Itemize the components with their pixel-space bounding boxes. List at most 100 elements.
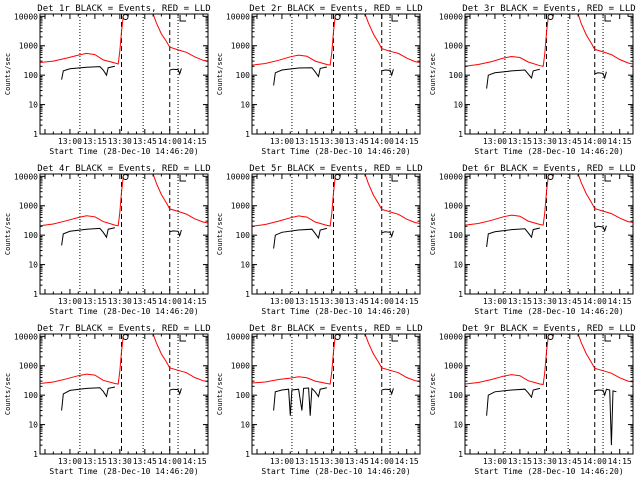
x-tick-label: 14:00 (583, 137, 607, 146)
y-tick-label: 100 (24, 391, 39, 400)
y-axis-label: Counts/sec (4, 53, 12, 95)
y-tick-label: 100 (449, 391, 464, 400)
x-axis-label: Start Time (28-Dec-10 14:46:20) (261, 147, 410, 156)
y-tick-label: 1 (33, 130, 38, 139)
x-tick-label: 13:45 (133, 137, 157, 146)
x-tick-label: 13:45 (558, 457, 582, 466)
y-tick-label: 1000 (231, 362, 250, 371)
bracket-marker-icon (391, 335, 399, 342)
series-line-events (61, 65, 116, 80)
x-tick-label: 13:15 (508, 297, 532, 306)
axes-frame (251, 13, 421, 135)
x-tick-label: 13:00 (483, 297, 507, 306)
x-axis-label: Start Time (28-Dec-10 14:46:20) (49, 467, 198, 476)
flare-marker-icon (122, 174, 129, 180)
bracket-marker-icon (179, 175, 187, 182)
y-tick-label: 10 (240, 101, 250, 110)
x-tick-label: 14:00 (158, 297, 182, 306)
x-tick-label: 13:45 (345, 457, 369, 466)
y-tick-label: 1000 (444, 42, 463, 51)
x-tick-label: 13:45 (558, 297, 582, 306)
y-axis-label: Counts/sec (4, 213, 12, 255)
chart-title: Det 6r BLACK = Events, RED = LLD (462, 164, 635, 174)
x-tick-label: 13:30 (320, 457, 344, 466)
flare-marker-icon (334, 14, 341, 20)
x-tick-label: 14:15 (183, 457, 207, 466)
flare-marker-icon (122, 14, 129, 20)
y-tick-label: 1 (33, 290, 38, 299)
bracket-marker-icon (179, 335, 187, 342)
x-axis-label: Start Time (28-Dec-10 14:46:20) (261, 467, 410, 476)
series-line-events (381, 69, 394, 77)
series-line-lld (40, 174, 208, 227)
y-tick-label: 10 (240, 261, 250, 270)
y-tick-label: 1000 (444, 362, 463, 371)
y-tick-label: 100 (24, 231, 39, 240)
y-tick-label: 10000 (439, 332, 463, 341)
series-layer (252, 14, 420, 86)
chart-title: Det 5r BLACK = Events, RED = LLD (249, 164, 422, 174)
series-layer (252, 174, 420, 249)
series-line-events (169, 229, 182, 238)
chart-panel-4: Det 4r BLACK = Events, RED = LLD 1 10 100 10… (4, 164, 211, 316)
x-axis-label: Start Time (28-Dec-10 14:46:20) (474, 147, 623, 156)
series-line-events (594, 388, 617, 446)
chart-title: Det 9r BLACK = Events, RED = LLD (462, 324, 635, 334)
axes-frame (464, 13, 634, 135)
y-tick-label: 10 (453, 421, 463, 430)
flare-marker-icon (334, 174, 341, 180)
x-tick-label: 13:30 (533, 137, 557, 146)
x-tick-label: 13:30 (533, 297, 557, 306)
axes-frame (39, 173, 209, 295)
y-axis-label: Counts/sec (216, 53, 224, 95)
y-tick-label: 10000 (439, 12, 463, 21)
y-tick-label: 100 (236, 391, 251, 400)
x-tick-label: 13:00 (58, 297, 82, 306)
x-tick-label: 14:15 (183, 137, 207, 146)
y-tick-label: 1 (245, 130, 250, 139)
series-line-events (273, 387, 328, 416)
x-tick-label: 14:15 (395, 457, 419, 466)
axes-frame (464, 173, 634, 295)
x-tick-label: 13:30 (108, 137, 132, 146)
y-tick-label: 10 (453, 101, 463, 110)
chart-panel-9: Det 9r BLACK = Events, RED = LLD 1 10 100 10… (429, 324, 636, 476)
y-tick-label: 1 (458, 450, 463, 459)
axes-frame (251, 333, 421, 455)
y-axis-label: Counts/sec (429, 53, 437, 95)
y-tick-label: 10000 (226, 332, 250, 341)
series-line-events (594, 71, 607, 80)
axes-frame (39, 13, 209, 135)
series-layer (40, 174, 208, 246)
chart-panel-6: Det 6r BLACK = Events, RED = LLD 1 10 100 10… (429, 164, 636, 316)
x-axis-label: Start Time (28-Dec-10 14:46:20) (261, 307, 410, 316)
chart-title: Det 7r BLACK = Events, RED = LLD (37, 324, 210, 334)
flare-marker-icon (547, 14, 554, 20)
y-tick-label: 10 (453, 261, 463, 270)
flare-marker-icon (547, 174, 554, 180)
x-tick-label: 13:30 (108, 457, 132, 466)
x-tick-label: 14:15 (608, 137, 632, 146)
flare-marker-icon (334, 334, 341, 340)
flare-marker-icon (547, 334, 554, 340)
chart-title: Det 3r BLACK = Events, RED = LLD (462, 4, 635, 14)
x-tick-label: 13:00 (58, 457, 82, 466)
y-tick-label: 10000 (439, 172, 463, 181)
y-tick-label: 100 (449, 231, 464, 240)
x-tick-label: 13:00 (270, 137, 294, 146)
y-tick-label: 10000 (14, 332, 38, 341)
y-axis-label: Counts/sec (429, 373, 437, 415)
series-line-lld (252, 174, 420, 227)
bracket-marker-icon (604, 15, 612, 22)
x-tick-label: 13:15 (295, 297, 319, 306)
series-line-events (486, 387, 541, 416)
x-tick-label: 13:45 (133, 297, 157, 306)
x-tick-label: 13:15 (83, 457, 107, 466)
series-line-events (273, 227, 328, 249)
y-tick-label: 1000 (19, 362, 38, 371)
series-line-events (273, 66, 328, 86)
series-line-events (381, 230, 394, 239)
x-tick-label: 14:00 (158, 457, 182, 466)
